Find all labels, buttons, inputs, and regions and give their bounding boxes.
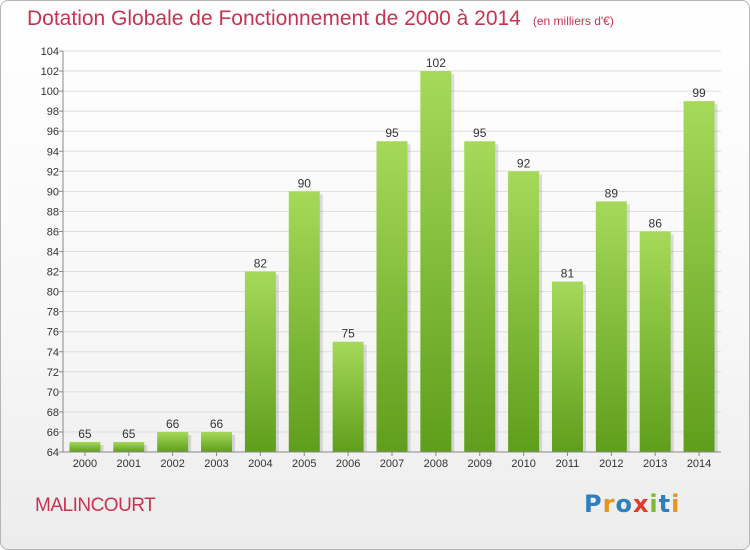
data-label: 75 [341, 327, 355, 341]
proxiti-logo[interactable]: Proxiti [584, 490, 680, 518]
y-tick-label: 66 [47, 427, 59, 439]
y-tick-label: 88 [47, 206, 59, 218]
data-label: 99 [692, 86, 706, 100]
bar [201, 431, 233, 452]
data-label: 90 [298, 176, 312, 190]
x-tick-label: 2000 [73, 458, 97, 470]
commune-name: MALINCOURT [35, 495, 156, 516]
y-tick-label: 70 [47, 387, 59, 399]
logo-letter: P [584, 490, 603, 518]
bar [157, 431, 189, 452]
x-tick-label: 2002 [160, 458, 184, 470]
y-tick-label: 98 [47, 106, 59, 118]
bar [508, 171, 540, 453]
y-tick-label: 74 [47, 347, 59, 359]
x-tick-label: 2012 [599, 458, 623, 470]
x-tick-label: 2009 [467, 458, 491, 470]
bar [332, 341, 364, 452]
logo-letter: i [671, 490, 681, 518]
y-tick-label: 92 [47, 166, 59, 178]
chart-title: Dotation Globale de Fonctionnement de 20… [27, 7, 614, 31]
logo-letter: r [602, 490, 616, 518]
y-tick-label: 82 [47, 267, 59, 279]
y-tick-label: 90 [47, 186, 59, 198]
data-label: 89 [605, 186, 619, 200]
y-tick-label: 76 [47, 327, 59, 339]
bar [683, 101, 715, 452]
bar [639, 231, 671, 452]
logo-letter: t [658, 490, 672, 518]
y-tick-label: 80 [47, 287, 59, 299]
x-tick-label: 2006 [336, 458, 360, 470]
y-tick-label: 78 [47, 307, 59, 319]
y-tick-label: 68 [47, 407, 59, 419]
x-tick-label: 2005 [292, 458, 316, 470]
data-label: 86 [649, 216, 663, 230]
y-tick-label: 104 [41, 46, 59, 58]
logo-letter: i [649, 490, 659, 518]
x-tick-label: 2007 [380, 458, 404, 470]
data-label: 82 [254, 257, 268, 271]
axes: 64 66 68 70 72 74 76 78 80 82 84 86 88 90 92 94 96 98 100 1… [41, 46, 721, 470]
data-label: 65 [122, 427, 136, 441]
data-label: 65 [78, 427, 92, 441]
data-label: 66 [166, 417, 180, 431]
logo-letter: x [632, 490, 650, 518]
data-label: 102 [426, 56, 446, 70]
bar [113, 441, 145, 452]
bar [420, 71, 452, 453]
y-tick-label: 96 [47, 126, 59, 138]
logo-letter: o [615, 490, 633, 518]
y-tick-label: 102 [41, 66, 59, 78]
x-tick-label: 2004 [248, 458, 272, 470]
bars [69, 71, 718, 453]
data-label: 95 [385, 126, 399, 140]
x-tick-label: 2014 [687, 458, 711, 470]
x-tick-label: 2001 [117, 458, 141, 470]
y-tick-label: 94 [47, 146, 59, 158]
x-tick-label: 2010 [511, 458, 535, 470]
data-label: 66 [210, 417, 224, 431]
title-text: Dotation Globale de Fonctionnement de 20… [27, 7, 521, 30]
data-label: 92 [517, 156, 531, 170]
bar [551, 281, 583, 452]
title-unit: (en milliers d'€) [532, 14, 614, 28]
bar [464, 141, 496, 452]
data-labels: 65 65 66 66 82 90 75 95 102 95 92 81 89 86 99 [78, 56, 706, 441]
bar [69, 441, 101, 452]
y-tick-label: 100 [41, 86, 59, 98]
data-label: 81 [561, 267, 575, 281]
x-tick-label: 2003 [204, 458, 228, 470]
bar [288, 191, 320, 452]
data-label: 95 [473, 126, 487, 140]
bar [244, 271, 276, 452]
bar [376, 141, 408, 452]
y-tick-label: 84 [47, 247, 59, 259]
x-tick-label: 2011 [556, 458, 580, 470]
x-tick-label: 2008 [424, 458, 448, 470]
bar [595, 201, 627, 452]
y-tick-label: 86 [47, 226, 59, 238]
y-tick-label: 72 [47, 367, 59, 379]
x-tick-label: 2013 [643, 458, 667, 470]
y-tick-label: 64 [47, 447, 59, 459]
